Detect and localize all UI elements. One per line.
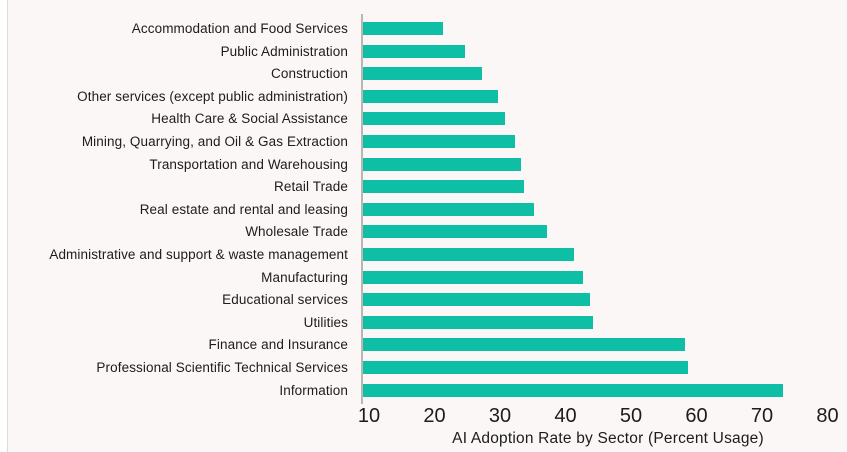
bar-segment	[362, 383, 784, 397]
bar-segment	[362, 270, 584, 284]
category-label: Finance and Insurance	[208, 337, 348, 353]
x-axis-tick-label: 80	[816, 405, 839, 427]
x-axis-tick-label: 20	[423, 405, 446, 427]
bar-segment	[362, 180, 525, 194]
category-label: Wholesale Trade	[245, 224, 348, 240]
bar-segment	[362, 315, 594, 329]
bar-segment	[362, 112, 505, 126]
x-axis-tick-label: 40	[554, 405, 577, 427]
bar-segment	[362, 225, 548, 239]
category-label: Retail Trade	[274, 179, 348, 195]
x-axis-tick-label: 60	[685, 405, 708, 427]
category-label: Mining, Quarrying, and Oil & Gas Extract…	[81, 134, 348, 149]
bar-segment	[362, 157, 522, 171]
x-axis-tick-label: 10	[357, 405, 381, 427]
category-label: Transportation and Warehousing	[149, 156, 348, 172]
category-label: Professional Scientific Technical Servic…	[96, 360, 348, 375]
bar-segment	[362, 248, 574, 261]
category-label: Manufacturing	[261, 269, 348, 285]
category-label: Information	[279, 382, 348, 398]
category-label: Public Administration	[220, 43, 348, 59]
bar-segment	[362, 67, 482, 81]
category-label: Utilities	[303, 314, 348, 330]
bar-segment	[362, 22, 443, 35]
bar-segment	[362, 135, 515, 148]
bar-segment	[362, 361, 689, 374]
category-label: Real estate and rental and leasing	[139, 201, 348, 217]
category-label: Health Care & Social Assistance	[151, 111, 348, 127]
category-label: Construction	[271, 66, 348, 82]
x-axis-tick-label: 70	[750, 405, 774, 427]
x-axis-tick-label: 50	[619, 405, 643, 427]
bar-segment	[362, 44, 466, 58]
bar-segment	[362, 202, 535, 216]
category-label: Other services (except public administra…	[77, 88, 348, 104]
x-axis-tick-label: 30	[488, 405, 512, 427]
page-left-margin-divider	[0, 0, 8, 452]
category-label: Accommodation and Food Services	[131, 21, 348, 36]
bar-segment	[362, 293, 590, 307]
bar-segment	[362, 89, 499, 103]
x-axis-title: AI Adoption Rate by Sector (Percent Usag…	[452, 430, 764, 447]
y-axis-line	[361, 14, 363, 404]
bar-segment	[362, 338, 685, 352]
category-label: Educational services	[222, 292, 348, 308]
category-label: Administrative and support & waste manag…	[49, 247, 348, 262]
